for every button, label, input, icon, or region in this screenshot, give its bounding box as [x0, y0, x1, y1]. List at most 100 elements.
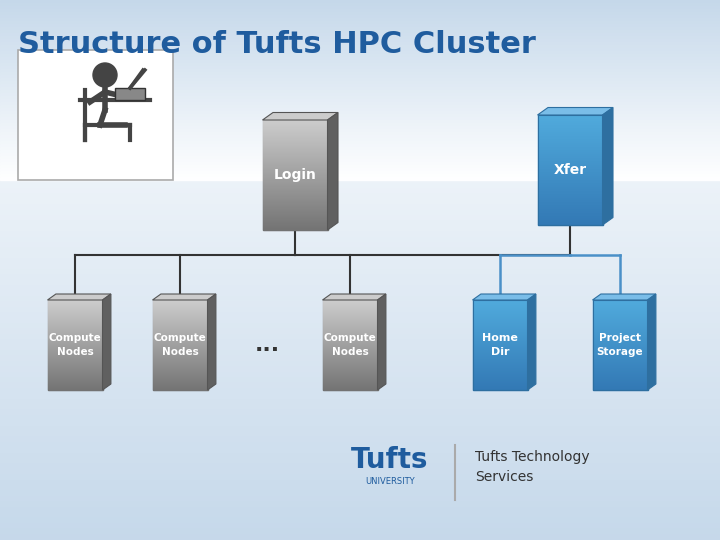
Bar [323, 368, 377, 369]
Bar [0, 340, 720, 346]
Bar [538, 195, 603, 196]
Bar [323, 314, 377, 315]
Bar [593, 357, 647, 358]
Bar [472, 315, 528, 316]
Bar [593, 385, 647, 386]
Polygon shape [207, 294, 216, 390]
Bar [472, 356, 528, 357]
Bar [593, 326, 647, 327]
Bar [472, 335, 528, 336]
Bar [0, 335, 720, 340]
Bar [0, 6, 720, 9]
Bar [0, 27, 720, 32]
Bar [263, 184, 328, 185]
Bar [472, 382, 528, 383]
Bar [0, 238, 720, 243]
Bar [153, 354, 207, 355]
Bar [48, 339, 102, 340]
Bar [323, 358, 377, 359]
Bar [153, 381, 207, 382]
Bar [323, 372, 377, 373]
Bar [263, 225, 328, 226]
Bar [323, 363, 377, 364]
Bar [538, 206, 603, 207]
Bar [0, 48, 720, 51]
Bar [153, 327, 207, 328]
Bar [472, 319, 528, 320]
Bar [0, 12, 720, 15]
Bar [48, 350, 102, 351]
Bar [538, 201, 603, 202]
Bar [263, 216, 328, 217]
Bar [593, 304, 647, 305]
Bar [263, 128, 328, 129]
Polygon shape [377, 294, 386, 390]
Bar [538, 137, 603, 138]
Bar [153, 324, 207, 325]
Bar [593, 374, 647, 375]
Bar [0, 141, 720, 144]
Bar [538, 142, 603, 143]
Bar [538, 134, 603, 135]
Bar [263, 177, 328, 178]
Bar [263, 178, 328, 179]
Bar [593, 353, 647, 354]
Bar [538, 160, 603, 161]
Bar [0, 147, 720, 150]
Bar [263, 146, 328, 147]
Bar [0, 9, 720, 12]
Bar [538, 172, 603, 173]
Bar [323, 321, 377, 322]
Bar [472, 383, 528, 384]
Bar [538, 185, 603, 186]
Bar [472, 312, 528, 313]
Bar [0, 153, 720, 156]
Bar [538, 221, 603, 222]
Bar [263, 208, 328, 209]
Bar [538, 223, 603, 224]
Bar [323, 343, 377, 344]
Bar [472, 389, 528, 390]
Bar [153, 320, 207, 321]
Bar [153, 346, 207, 347]
Bar [472, 371, 528, 372]
Bar [538, 204, 603, 205]
Bar [593, 313, 647, 314]
Bar [538, 190, 603, 191]
Bar [153, 335, 207, 336]
Bar [263, 205, 328, 206]
Bar [0, 135, 720, 138]
Bar [472, 355, 528, 356]
Bar [472, 360, 528, 361]
Bar [538, 186, 603, 187]
Bar [472, 367, 528, 368]
Bar [48, 379, 102, 380]
Bar [593, 305, 647, 306]
Bar [0, 38, 720, 43]
Bar [593, 338, 647, 339]
Bar [472, 375, 528, 376]
Bar [472, 373, 528, 374]
Bar [538, 214, 603, 215]
Bar [0, 0, 720, 5]
Bar [0, 491, 720, 497]
Bar [153, 373, 207, 374]
Bar [538, 121, 603, 122]
Bar [48, 315, 102, 316]
Bar [538, 178, 603, 179]
Bar [323, 313, 377, 314]
Bar [263, 159, 328, 160]
Bar [593, 362, 647, 363]
Bar [48, 318, 102, 319]
Bar [538, 175, 603, 176]
Bar [263, 207, 328, 208]
Bar [0, 373, 720, 378]
Bar [263, 212, 328, 213]
Bar [0, 90, 720, 93]
Bar [0, 162, 720, 165]
Bar [263, 222, 328, 223]
Bar [538, 116, 603, 117]
Bar [472, 348, 528, 349]
Bar [0, 146, 720, 151]
Bar [0, 464, 720, 470]
